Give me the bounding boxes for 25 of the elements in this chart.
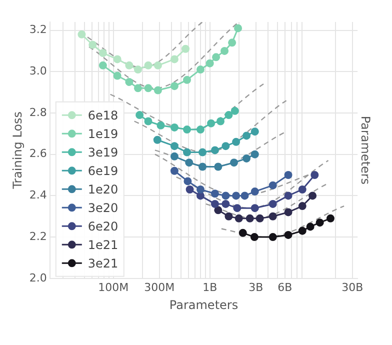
legend-label: 1e20 bbox=[88, 182, 118, 196]
y-tick-label: 2.8 bbox=[29, 106, 47, 119]
legend-label: 6e19 bbox=[88, 164, 118, 178]
x-tick-label: 30B bbox=[342, 280, 364, 294]
y-tick-label: 2.4 bbox=[29, 188, 47, 202]
legend-label: 1e19 bbox=[88, 126, 118, 141]
x-tick-label: 3B bbox=[248, 280, 264, 294]
y-tick-label: 3.0 bbox=[29, 64, 47, 78]
x-axis-title: Parameters bbox=[169, 298, 238, 312]
y2-axis-title: Parameters bbox=[358, 116, 373, 185]
legend-label: 6e18 bbox=[88, 108, 118, 122]
y-tick-label: 2.0 bbox=[29, 271, 47, 284]
y-tick-label: 2.2 bbox=[29, 230, 47, 243]
legend-label: 3e21 bbox=[88, 256, 118, 270]
y-tick-label: 3.2 bbox=[29, 23, 47, 36]
x-tick-label: 1B bbox=[202, 280, 218, 294]
legend-label: 3e20 bbox=[88, 200, 118, 215]
legend-label: 6e20 bbox=[88, 219, 118, 234]
x-tick-label: 6B bbox=[278, 280, 292, 294]
y-tick-label: 2.6 bbox=[29, 147, 47, 160]
x-tick-label: 100M bbox=[98, 280, 129, 294]
legend-label: 1e21 bbox=[88, 238, 118, 252]
x-tick-label: 300M bbox=[144, 280, 175, 294]
legend-label: 3e19 bbox=[88, 145, 118, 160]
y-axis-title: Training Loss bbox=[10, 111, 24, 190]
